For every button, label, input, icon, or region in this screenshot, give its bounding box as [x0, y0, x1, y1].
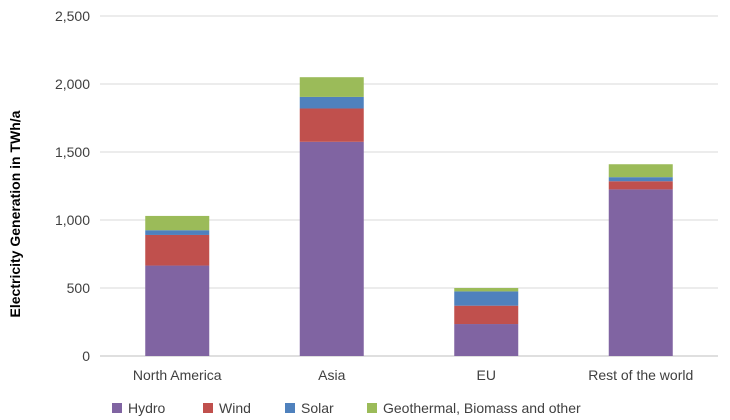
legend-label: Solar: [301, 400, 334, 416]
x-tick-label: EU: [477, 367, 496, 383]
y-axis-label: Electricity Generation in TWh/a: [7, 110, 23, 317]
y-tick-label: 500: [67, 280, 91, 296]
bar-segment-geothermal-0: [145, 215, 210, 231]
legend-swatch: [285, 403, 295, 413]
y-tick-label: 2,000: [55, 76, 90, 92]
bar-segment-wind-1: [299, 108, 364, 142]
bar-segment-wind-3: [608, 181, 673, 190]
bar-segment-solar-0: [145, 230, 210, 235]
y-tick-label: 1,500: [55, 144, 90, 160]
bar-segment-wind-0: [145, 234, 210, 266]
bars: [145, 77, 673, 356]
legend-swatch: [203, 403, 213, 413]
x-tick-label: Asia: [318, 367, 345, 383]
legend-swatch: [112, 403, 122, 413]
bar-segment-wind-2: [454, 305, 519, 325]
x-tick-label: Rest of the world: [588, 367, 693, 383]
bar-segment-geothermal-3: [608, 164, 673, 178]
x-tick-labels: North America Asia EU Rest of the world: [133, 367, 693, 383]
legend-label: Hydro: [128, 400, 166, 416]
bar-segment-solar-3: [608, 177, 673, 182]
bar-segment-hydro-3: [608, 189, 673, 356]
y-tick-label: 0: [82, 348, 90, 364]
bar-segment-solar-2: [454, 291, 519, 306]
legend-label: Wind: [219, 400, 251, 416]
bar-segment-hydro-0: [145, 265, 210, 356]
bar-segment-hydro-2: [454, 324, 519, 356]
bar-segment-hydro-1: [299, 141, 364, 356]
x-tick-label: North America: [133, 367, 222, 383]
y-tick-labels: 0 500 1,000 1,500 2,000 2,500: [55, 8, 90, 364]
legend-swatch: [367, 403, 377, 413]
legend: Hydro Wind Solar Geothermal, Biomass and ot…: [112, 400, 581, 416]
bar-segment-geothermal-2: [454, 288, 519, 292]
bar-segment-solar-1: [299, 96, 364, 109]
bar-segment-geothermal-1: [299, 77, 364, 97]
y-tick-label: 1,000: [55, 212, 90, 228]
legend-label: Geothermal, Biomass and other: [383, 400, 581, 416]
y-tick-label: 2,500: [55, 8, 90, 24]
